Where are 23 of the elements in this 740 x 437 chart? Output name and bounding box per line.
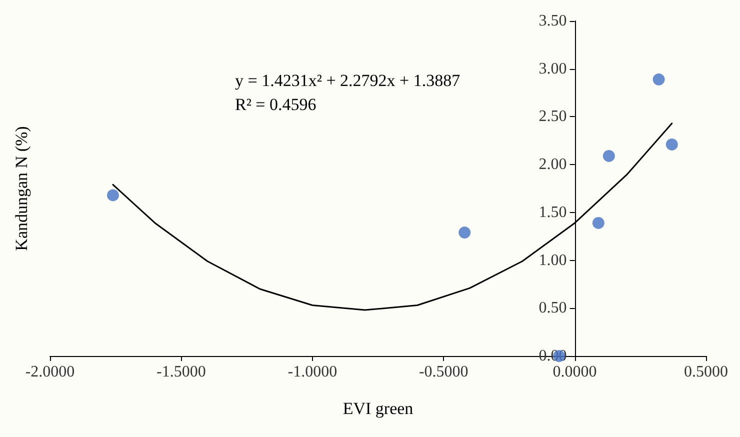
annotation: y = 1.4231x² + 2.2792x + 1.3887 [235, 71, 461, 90]
y-axis-title: Kandungan N (%) [12, 126, 31, 251]
y-tick-label: 1.00 [538, 252, 567, 269]
point [592, 216, 604, 229]
annotation: R² = 0.4596 [234, 95, 316, 114]
point [666, 138, 678, 150]
x-tick-label: -0.5000 [418, 364, 468, 380]
y-tick-label: 2.50 [538, 108, 567, 126]
y-tick-label: 3.00 [538, 60, 567, 78]
point [602, 150, 615, 162]
x-tick-label: -1.0000 [288, 364, 338, 380]
x-tick-label: 0.0000 [552, 364, 597, 380]
x-tick-label: -1.5000 [156, 364, 206, 380]
point [458, 226, 471, 239]
point [652, 73, 665, 86]
point [106, 189, 119, 202]
x-tick-label: 0.5000 [684, 364, 728, 380]
y-tick-label: 3.50 [538, 12, 567, 30]
x-tick-label: -2.0000 [25, 364, 75, 380]
y-tick-label: 1.50 [538, 204, 567, 221]
y-tick-label: 2.00 [538, 156, 567, 174]
y-tick-label: 0.50 [538, 300, 567, 317]
x-axis-title: EVI green [342, 399, 414, 418]
